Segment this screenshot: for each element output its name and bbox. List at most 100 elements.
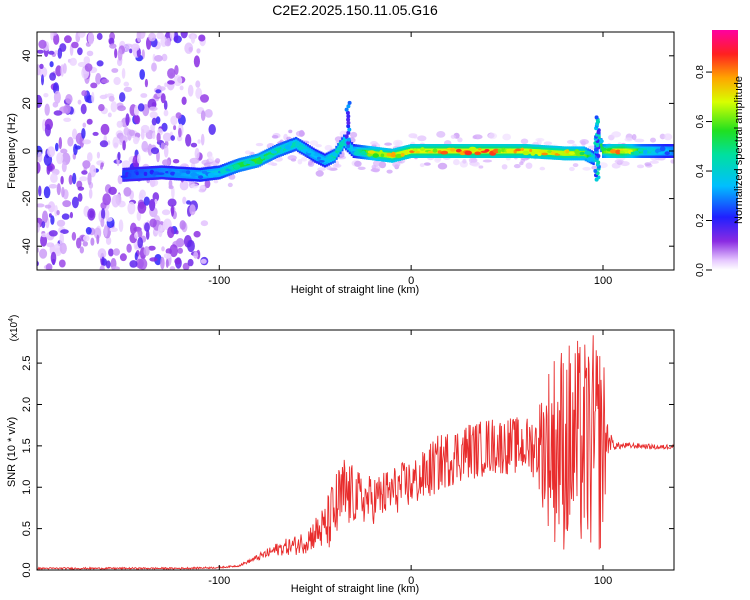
halo-speckle [370,168,380,173]
noise-speckle [190,33,196,44]
noise-speckle [79,246,85,254]
noise-speckle [105,260,111,269]
noise-speckle [87,208,96,221]
wisp-blob [596,128,601,133]
noise-speckle [193,230,201,238]
halo-speckle [198,188,206,193]
noise-speckle [109,43,117,49]
noise-speckle [82,139,92,145]
ridge-blob [139,169,145,174]
noise-speckle [134,115,141,125]
y-tick-label: 1.5 [21,438,33,453]
ridge-blob [220,168,227,174]
noise-speckle [173,75,183,87]
noise-speckle [99,140,109,148]
halo-speckle [462,159,467,164]
noise-speckle [109,227,118,232]
ridge-blob [541,152,548,156]
noise-speckle [92,131,99,136]
ridge-cell [423,148,426,154]
noise-speckle [143,246,150,257]
noise-speckle [85,227,92,235]
ridge-blob [658,152,663,155]
noise-speckle [122,140,126,151]
ridge-cell [185,171,189,177]
ridge-blob [284,144,291,150]
y-tick-label: 40 [21,50,33,62]
noise-speckle [148,32,157,42]
wisp-blob [345,110,350,115]
noise-speckle [119,135,128,144]
halo-speckle [317,167,326,172]
ridge-cell [181,171,185,177]
noise-speckle [160,142,165,150]
ridge-cell [417,148,421,154]
noise-speckle [179,220,186,230]
ridge-cell [421,148,425,154]
ridge-cell [419,148,423,154]
noise-speckle [200,220,209,227]
ridge-cell [293,142,296,148]
noise-speckle [137,103,145,112]
noise-speckle [91,91,95,104]
ridge-blob [547,150,553,153]
noise-speckle [88,188,93,199]
noise-speckle [42,210,48,224]
snr-ticks: -100 0 100 0.0 0.5 1.0 1.5 2.0 2.5 [21,330,674,587]
noise-speckle [56,210,60,216]
noise-speckle [154,55,163,62]
noise-speckle [37,203,45,208]
noise-speckle [178,127,182,138]
ridge-blob [484,149,490,152]
halo-speckle [357,166,366,170]
noise-speckle [194,147,200,160]
noise-speckle [38,66,48,78]
ridge-blob [646,147,653,152]
noise-speckle [77,47,83,56]
noise-speckle [68,174,73,185]
y-tick-label: -40 [21,238,33,254]
ridge-blob [143,171,148,176]
noise-speckle [77,186,85,191]
ridge-blob [233,164,241,170]
halo-speckle [579,139,589,145]
snr-xlabel: Height of straight line (km) [291,583,419,595]
noise-speckle [104,209,110,219]
noise-speckle [58,137,62,150]
halo-speckle [208,155,214,163]
ridge-blob [267,154,274,158]
noise-speckle [47,146,56,158]
noise-speckle [41,74,44,86]
noise-speckle [137,237,143,249]
noise-speckle [41,221,46,229]
noise-speckle [59,43,67,52]
noise-speckle [48,184,58,189]
ridge-blob [412,148,418,152]
noise-speckle [86,50,94,57]
noise-speckle [187,84,194,97]
ridge-blob [557,151,563,155]
noise-speckle [157,224,163,238]
noise-speckle [43,93,49,98]
halo-speckle [437,162,448,170]
ridge-blob [651,150,657,155]
noise-speckle [144,222,150,232]
ridge-cell [252,159,256,164]
noise-speckle [149,218,157,228]
ridge-cell [254,158,258,164]
noise-speckle [186,200,191,205]
wisp-blob [346,120,351,125]
noise-speckle [110,101,118,113]
noise-speckle [113,76,121,86]
ridge-blob [353,150,360,156]
ridge-cell [183,171,187,177]
wisp-blob [344,107,349,112]
ridge-cell [377,151,380,157]
wisp-blob [593,169,598,173]
noise-speckle [100,217,105,228]
halo-speckle [472,134,483,140]
noise-speckle [123,187,132,197]
spectrogram-xlabel: Height of straight line (km) [291,284,419,296]
noise-speckle [50,251,57,265]
ridge-cell [567,150,570,156]
